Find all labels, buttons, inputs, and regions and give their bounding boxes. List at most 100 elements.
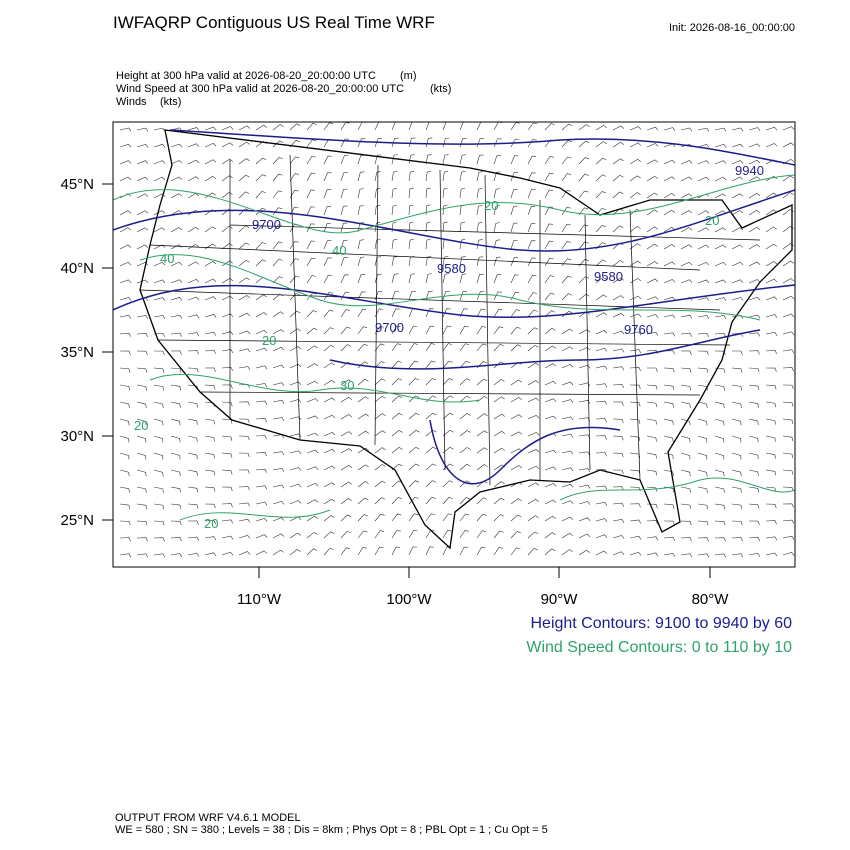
wind-barb xyxy=(663,244,676,250)
wind-barb xyxy=(119,537,131,542)
wind-barb xyxy=(323,257,332,267)
wind-barb xyxy=(714,332,726,338)
wind-barb xyxy=(272,311,284,318)
wind-barb xyxy=(612,330,625,335)
wind-barb xyxy=(527,139,537,148)
wind-barb xyxy=(765,435,776,442)
wind-barb xyxy=(255,418,267,423)
wind-barb xyxy=(765,452,776,459)
wind-barb xyxy=(510,414,523,420)
wind-barb xyxy=(765,209,777,216)
wind-barb xyxy=(136,210,149,216)
height-contours xyxy=(113,129,795,485)
footer-line: WE = 580 ; SN = 380 ; Levels = 38 ; Dis … xyxy=(115,824,548,836)
wind-barb xyxy=(714,315,727,320)
wind-barb xyxy=(697,469,708,477)
wind-barb xyxy=(255,207,266,216)
wind-barb xyxy=(731,503,743,510)
wind-barb xyxy=(374,378,386,386)
wind-barb xyxy=(408,187,414,199)
wind-barb xyxy=(612,158,624,165)
wind-barb xyxy=(374,546,384,556)
wind-barb xyxy=(663,553,676,557)
wind-barb xyxy=(204,536,217,541)
wind-barb xyxy=(119,332,132,337)
wind-barb xyxy=(340,239,348,250)
wind-barb xyxy=(374,273,382,284)
wind-barb xyxy=(170,350,182,355)
wind-barb xyxy=(204,226,216,233)
wind-barb xyxy=(170,503,182,509)
wind-barb xyxy=(697,452,708,460)
wind-barb xyxy=(391,187,398,199)
wind-barb xyxy=(153,315,166,319)
wind-barb xyxy=(340,530,351,539)
wind-contour-label: 20 xyxy=(204,516,218,531)
wind-barb xyxy=(408,546,417,556)
wind-barb xyxy=(510,531,521,539)
wind-barb xyxy=(612,535,625,539)
wind-barb xyxy=(748,209,761,216)
wind-barb xyxy=(578,382,591,387)
wind-barb xyxy=(119,314,132,319)
wind-barb xyxy=(153,227,166,233)
wind-barb xyxy=(391,122,400,131)
wind-barb xyxy=(595,501,608,506)
wind-barb xyxy=(493,379,505,386)
wind-barb xyxy=(170,332,183,337)
wind-barb xyxy=(646,486,658,492)
wind-barb xyxy=(578,293,590,301)
wind-barb xyxy=(136,143,149,148)
wind-barb xyxy=(731,244,744,250)
footer-line: OUTPUT FROM WRF V4.6.1 MODEL xyxy=(115,812,301,824)
wind-barb xyxy=(510,257,519,267)
lat-label: 40°N xyxy=(60,260,94,277)
wind-barb xyxy=(646,435,657,442)
wind-barb xyxy=(374,154,382,165)
wind-contours xyxy=(113,174,795,521)
wind-barb xyxy=(119,210,132,216)
wind-barb xyxy=(697,401,708,409)
wind-barb xyxy=(714,384,725,391)
wind-barb xyxy=(119,227,132,233)
wind-barb xyxy=(221,401,233,407)
wind-barb xyxy=(748,384,760,391)
wind-barb xyxy=(306,327,318,335)
wind-barb xyxy=(697,297,710,302)
wind-barb xyxy=(119,127,132,132)
wind-barb xyxy=(493,430,506,437)
wind-barb xyxy=(544,206,553,216)
wind-barb xyxy=(357,447,369,454)
wind-barb xyxy=(272,293,284,301)
wind-barb xyxy=(510,514,522,522)
wind-barb xyxy=(510,465,523,471)
wind-barb xyxy=(782,486,794,492)
wind-barb xyxy=(119,503,131,510)
wind-barb xyxy=(340,431,353,437)
wind-barb xyxy=(187,314,200,319)
wind-barb xyxy=(459,530,469,539)
wind-barb xyxy=(119,143,132,148)
wind-barb xyxy=(153,469,164,477)
wind-barb xyxy=(323,274,333,284)
wind-barb xyxy=(425,496,436,505)
wind-barb xyxy=(493,291,502,301)
wind-barb xyxy=(476,188,483,199)
wind-barb xyxy=(493,343,504,352)
wind-barb xyxy=(374,239,381,250)
wind-barb xyxy=(425,412,437,420)
wind-barb xyxy=(408,480,420,488)
wind-barb xyxy=(646,384,658,390)
wind-barb xyxy=(442,122,447,131)
wind-barb xyxy=(748,261,761,267)
wind-barb xyxy=(170,261,183,267)
wind-barb xyxy=(544,515,557,522)
wind-barb xyxy=(340,205,348,216)
wind-barb xyxy=(782,519,795,524)
wind-barb xyxy=(510,291,520,301)
wind-barb xyxy=(306,415,319,420)
wind-barb xyxy=(765,143,778,148)
wind-barb xyxy=(629,418,641,424)
wind-barb xyxy=(748,486,760,493)
